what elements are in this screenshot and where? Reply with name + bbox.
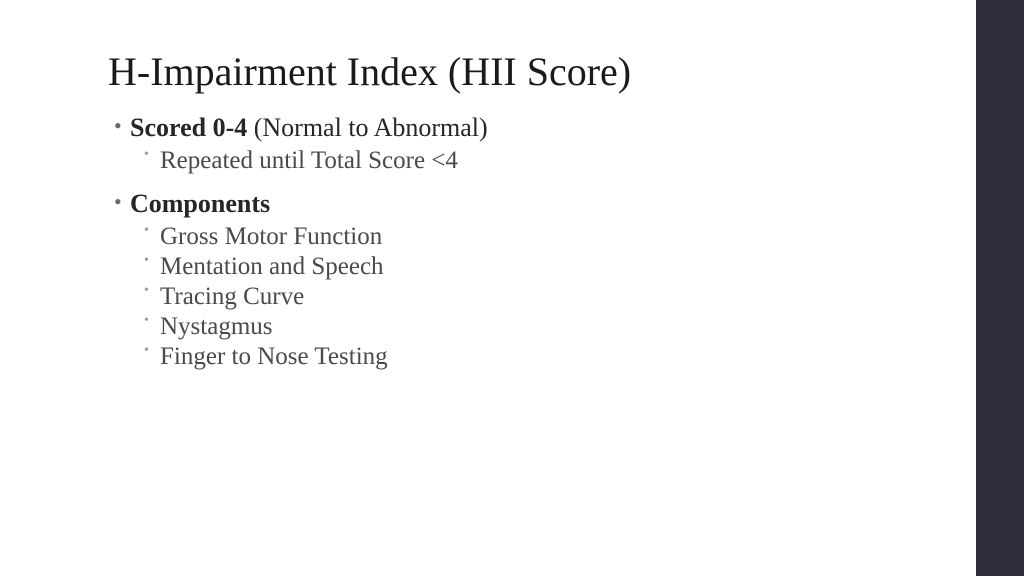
- sub-item: Tracing Curve: [130, 283, 900, 311]
- item-label: Components: [130, 189, 270, 218]
- sub-item: Finger to Nose Testing: [130, 343, 900, 371]
- sub-item-text: Nystagmus: [160, 313, 273, 340]
- sub-item-text: Tracing Curve: [160, 283, 304, 310]
- sub-list: Gross Motor Function Mentation and Speec…: [130, 223, 900, 371]
- sub-item-text: Finger to Nose Testing: [160, 343, 388, 370]
- sub-item: Nystagmus: [130, 313, 900, 341]
- item-label: Scored 0-4 (Normal to Abnormal): [130, 113, 488, 142]
- sub-item-text: Repeated until Total Score <4: [160, 147, 458, 174]
- sub-item-text: Mentation and Speech: [160, 253, 384, 280]
- list-item: Components Gross Motor Function Mentatio…: [108, 189, 900, 371]
- sub-item: Gross Motor Function: [130, 223, 900, 251]
- sub-item: Mentation and Speech: [130, 253, 900, 281]
- bullet-list: Scored 0-4 (Normal to Abnormal) Repeated…: [108, 113, 900, 371]
- slide-content: H-Impairment Index (HII Score) Scored 0-…: [0, 0, 900, 371]
- spacer: [108, 179, 900, 189]
- sub-item-text: Gross Motor Function: [160, 223, 382, 250]
- sub-list: Repeated until Total Score <4: [130, 147, 900, 175]
- sub-item: Repeated until Total Score <4: [130, 147, 900, 175]
- accent-sidebar: [976, 0, 1024, 576]
- item-label-bold: Components: [130, 189, 270, 218]
- slide-title: H-Impairment Index (HII Score): [108, 48, 900, 95]
- item-label-bold: Scored 0-4: [130, 113, 247, 142]
- list-item: Scored 0-4 (Normal to Abnormal) Repeated…: [108, 113, 900, 175]
- item-label-rest: (Normal to Abnormal): [247, 113, 487, 142]
